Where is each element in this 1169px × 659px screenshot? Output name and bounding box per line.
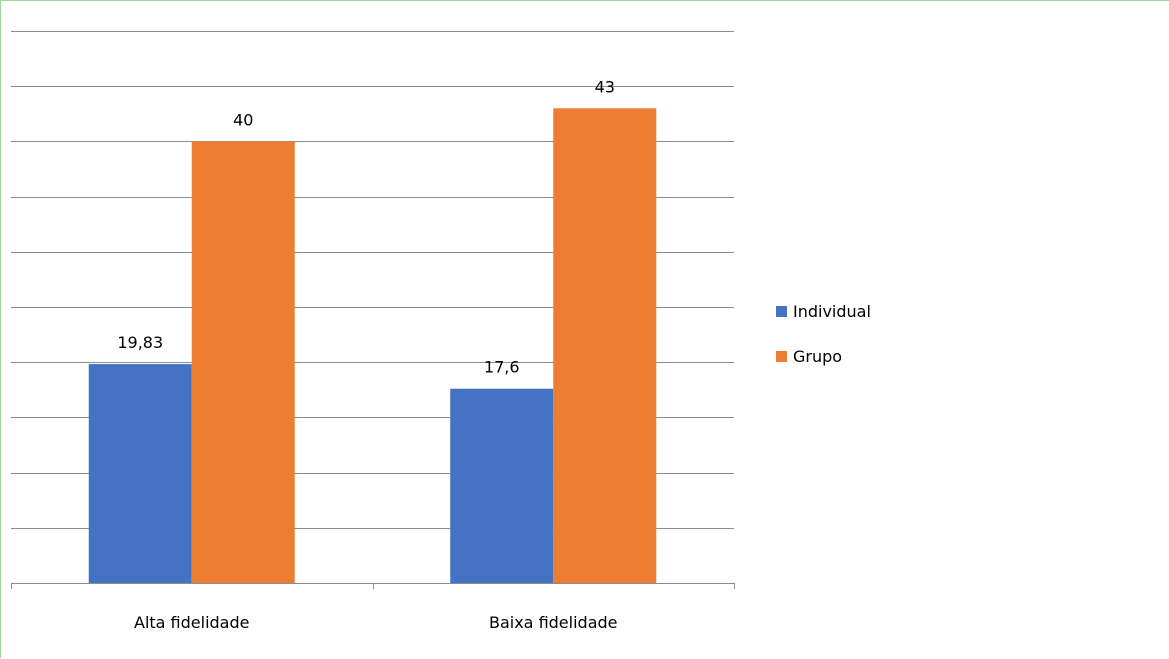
data-label: 43 bbox=[595, 77, 615, 96]
data-label: 17,6 bbox=[484, 358, 520, 377]
legend: Individual Grupo bbox=[776, 302, 871, 366]
data-label: 19,83 bbox=[117, 333, 163, 352]
legend-swatch-grupo bbox=[776, 351, 787, 362]
bars bbox=[88, 108, 657, 583]
x-tick-label: Baixa fidelidade bbox=[489, 613, 618, 632]
x-axis: Alta fidelidade Baixa fidelidade bbox=[11, 583, 735, 632]
x-tick-label: Alta fidelidade bbox=[134, 613, 249, 632]
bar-grupo bbox=[553, 108, 657, 583]
legend-swatch-individual bbox=[776, 306, 787, 317]
bar-individual bbox=[450, 388, 554, 583]
legend-label: Grupo bbox=[793, 347, 842, 366]
legend-label: Individual bbox=[793, 302, 871, 321]
data-label: 40 bbox=[233, 110, 253, 129]
bar-grupo bbox=[191, 141, 295, 583]
data-labels: 19,83 40 17,6 43 bbox=[117, 77, 615, 376]
bar-individual bbox=[88, 364, 192, 583]
